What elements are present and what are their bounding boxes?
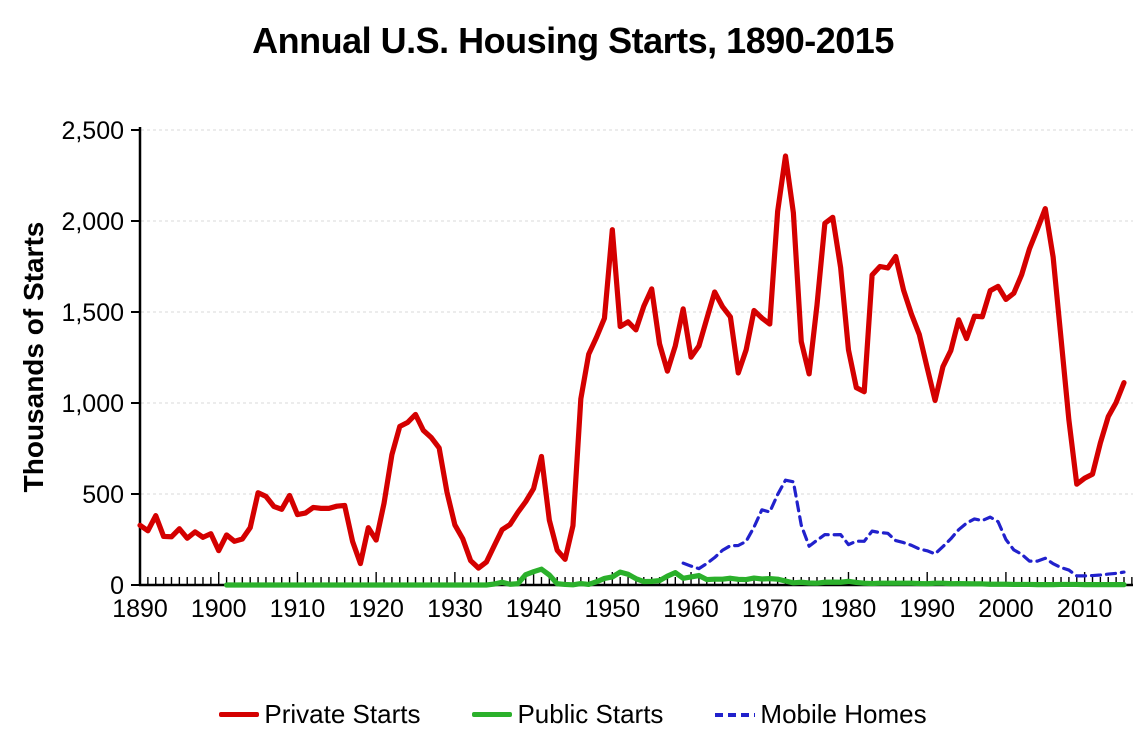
- x-tick-label: 1920: [348, 595, 404, 623]
- y-tick-label: 0: [110, 572, 124, 600]
- private-starts-line: [137, 153, 1127, 571]
- chart-title: Annual U.S. Housing Starts, 1890-2015: [252, 20, 894, 61]
- y-tick-label: 2,500: [61, 117, 124, 145]
- x-tick-label: 2010: [1057, 595, 1113, 623]
- x-tick-label: 1960: [663, 595, 719, 623]
- chart-legend: Private Starts Public Starts Mobile Home…: [0, 699, 1146, 730]
- y-tick-label: 2,000: [61, 208, 124, 236]
- legend-item-mobile-homes: Mobile Homes: [715, 699, 927, 730]
- x-tick-label: 1940: [506, 595, 562, 623]
- x-tick-label: 1900: [191, 595, 247, 623]
- x-tick-label: 1930: [427, 595, 483, 623]
- legend-label-public-starts: Public Starts: [517, 699, 664, 729]
- legend-item-private-starts: Private Starts: [219, 699, 420, 730]
- public-starts-line: [223, 566, 1127, 588]
- mobile-homes-line-swatch: [715, 712, 756, 717]
- x-tick-label: 2000: [978, 595, 1034, 623]
- y-tick-label: 1,000: [61, 390, 124, 418]
- x-tick-label: 1970: [742, 595, 798, 623]
- legend-label-private-starts: Private Starts: [264, 699, 421, 729]
- private-starts-line-swatch: [219, 712, 260, 717]
- x-tick-label: 1950: [585, 595, 641, 623]
- legend-item-public-starts: Public Starts: [472, 699, 663, 730]
- public-starts-line-swatch: [472, 712, 513, 717]
- x-tick-label: 1990: [899, 595, 955, 623]
- x-tick-label: 1910: [270, 595, 326, 623]
- y-tick-label: 1,500: [61, 299, 124, 327]
- x-tick-label: 1890: [112, 595, 168, 623]
- y-tick-label: 500: [82, 481, 124, 509]
- x-tick-label: 1980: [821, 595, 877, 623]
- legend-label-mobile-homes: Mobile Homes: [760, 699, 927, 729]
- mobile-homes-line: [681, 478, 1126, 578]
